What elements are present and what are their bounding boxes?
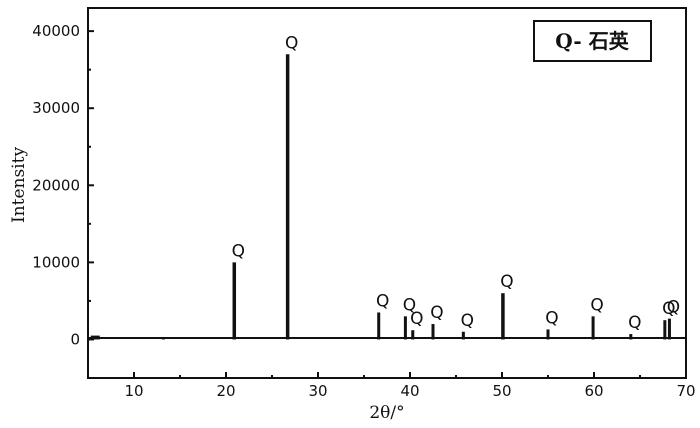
y-tick-label: 30000	[32, 99, 80, 117]
peak-label: Q	[667, 298, 680, 318]
diffraction-peak	[501, 293, 505, 340]
x-tick-label: 40	[400, 382, 419, 400]
diffraction-peak	[461, 331, 465, 340]
peak-label: Q	[232, 241, 245, 261]
peak-label: Q	[285, 33, 298, 53]
peak-label: Q	[500, 272, 513, 292]
peak-label: Q	[545, 308, 558, 328]
x-tick-label: 20	[216, 382, 235, 400]
peak-label: Q	[430, 303, 443, 323]
peak-label: Q	[376, 291, 389, 311]
x-tick-label: 10	[124, 382, 143, 400]
x-tick-label: 70	[676, 382, 695, 400]
diffraction-peak	[431, 324, 435, 340]
diffraction-peak	[377, 312, 381, 340]
diffraction-peak	[546, 329, 550, 340]
diffraction-peak	[161, 337, 165, 340]
peak-label: Q	[590, 295, 603, 315]
y-tick-label: 10000	[32, 253, 80, 271]
x-axis-ticks: 10 20 30 40 50 60 70	[124, 372, 696, 400]
x-tick-label: 30	[308, 382, 327, 400]
plot-frame	[87, 7, 687, 379]
peak-marks	[90, 54, 671, 340]
peak-label: Q	[628, 313, 641, 333]
diffraction-peak	[667, 318, 671, 340]
x-tick-label: 50	[492, 382, 511, 400]
y-axis-ticks: 0 10000 20000 30000 40000	[32, 22, 94, 348]
diffraction-peak	[285, 54, 290, 340]
y-axis-title: Intensity	[9, 147, 29, 223]
legend-text: Q- 石英	[555, 29, 629, 53]
peak-label: Q	[410, 309, 423, 329]
legend-box	[533, 20, 652, 62]
legend: Q- 石英	[533, 20, 652, 62]
peak-label: Q	[403, 295, 416, 315]
y-tick-label: 40000	[32, 22, 80, 40]
peak-label: Q	[461, 311, 474, 331]
diffraction-peak	[232, 262, 237, 340]
diffraction-peak	[403, 316, 407, 340]
diffraction-peak	[591, 316, 595, 340]
diffraction-peak	[411, 330, 415, 340]
peak-label: Q	[662, 299, 675, 319]
y-tick-label: 0	[70, 330, 80, 348]
x-tick-label: 60	[584, 382, 603, 400]
baseline-noise	[90, 335, 100, 340]
x-axis-title: 2θ/°	[369, 403, 404, 423]
y-tick-label: 20000	[32, 176, 80, 194]
diffraction-peak	[663, 320, 667, 340]
diffraction-peak	[629, 334, 633, 340]
